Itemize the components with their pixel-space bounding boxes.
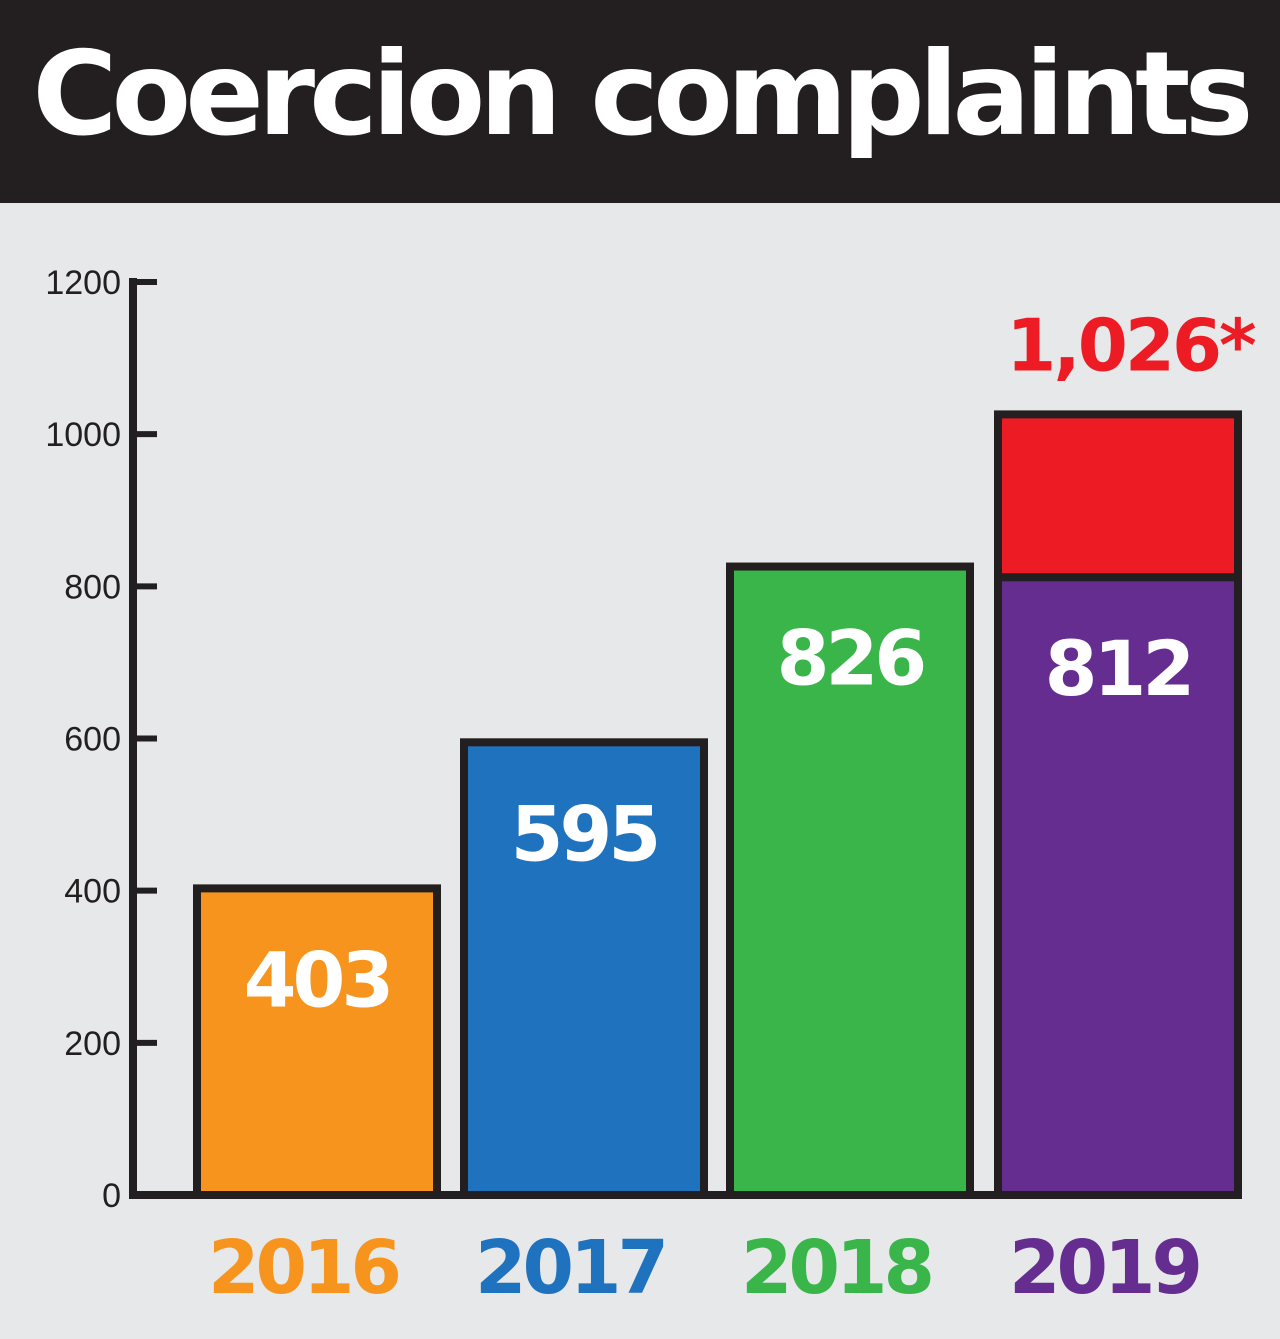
bar-2017 <box>460 738 708 1199</box>
y-tick-label: 600 <box>64 721 121 759</box>
y-tick-label: 0 <box>102 1177 121 1215</box>
y-tick-label: 1000 <box>45 416 121 454</box>
bar-value-label: 826 <box>777 614 924 703</box>
bar-2018 <box>726 562 974 1199</box>
title-bar <box>0 0 1280 203</box>
chart-title: Coercion complaints <box>32 27 1253 162</box>
bar-2019-extra <box>994 410 1242 582</box>
y-tick-label: 800 <box>64 568 121 606</box>
total-value-label: 1,026* <box>1006 303 1256 387</box>
bar-2019 <box>994 573 1242 1199</box>
y-tick-label: 200 <box>64 1025 121 1063</box>
y-tick-label: 400 <box>64 873 121 911</box>
x-category-label: 2018 <box>741 1225 931 1311</box>
bar-value-label: 403 <box>244 935 391 1024</box>
bar-value-label: 812 <box>1045 624 1192 713</box>
x-category-label: 2016 <box>208 1225 398 1311</box>
bar-2016 <box>193 884 441 1199</box>
bar-value-label: 595 <box>511 789 658 878</box>
y-tick-label: 1200 <box>45 264 121 302</box>
x-category-label: 2017 <box>475 1225 665 1311</box>
x-category-label: 2019 <box>1009 1225 1199 1311</box>
